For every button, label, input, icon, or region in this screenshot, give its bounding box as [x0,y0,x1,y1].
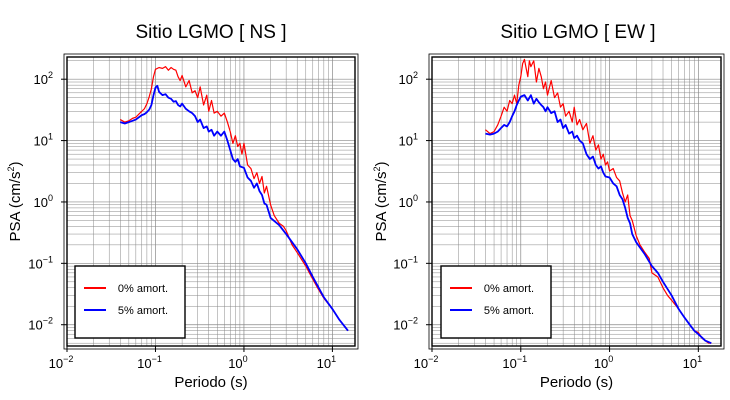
ns-x-tick-label: 101 [317,354,336,371]
ew-x-tick-label: 10−1 [502,354,527,371]
ns-y-tick-label: 102 [34,70,53,87]
ew-legend-box [440,265,552,339]
ew-legend: 0% amort. 5% amort. [440,265,552,339]
ew-y-tick-label: 100 [399,193,418,210]
ew-y-tick-label: 102 [399,70,418,87]
ew-x-tick-label: 101 [683,354,702,371]
panel-ns: 10−2 10−1 100 101 10−2 10−1 100 101 102 Sitio LGM… [6,22,359,391]
ns-y-tick-label: 100 [34,193,53,210]
ew-grid [431,57,721,346]
ns-grid [66,57,355,346]
ew-chart-title: Sitio LGMO [ EW ] [500,22,655,43]
ew-series-amort-5-line [485,94,712,345]
ns-y-axis-label: PSA (cm/s2) [6,161,24,241]
ew-y-axis-label: PSA (cm/s2) [372,161,390,241]
ns-x-axis-label: Periodo (s) [174,374,247,391]
ns-y-tick-label: 10−1 [28,254,53,271]
ns-legend: 0% amort. 5% amort. [74,265,186,339]
ew-x-tick-label: 10−2 [414,354,439,371]
ew-y-tick-label: 10−2 [393,316,418,333]
ns-y-tick-label: 10−2 [28,316,53,333]
panel-ew: 10−2 10−1 100 101 10−2 10−1 100 101 102 Sitio LGM… [372,22,725,391]
ew-y-tick-label: 101 [399,132,418,149]
ns-y-tick-label: 101 [34,132,53,149]
ew-x-axis-label: Periodo (s) [540,374,613,391]
ns-x-tick-label: 10−1 [137,354,162,371]
ns-legend-box [74,265,186,339]
ns-x-tick-label: 100 [228,354,247,371]
ew-legend-label-amort-0: 0% amort. [484,283,534,295]
ew-series-amort-0-line [485,58,712,344]
ns-series-amort-0-line [119,66,349,332]
ns-series-group [119,66,349,332]
ns-chart-title: Sitio LGMO [ NS ] [136,22,287,43]
ew-y-tick-label: 10−1 [393,254,418,271]
ns-series-amort-5-line [120,84,349,332]
ew-x-tick-label: 100 [594,354,613,371]
ns-legend-label-amort-5: 5% amort. [118,305,168,317]
ew-legend-label-amort-5: 5% amort. [484,305,534,317]
ew-series-group [485,58,712,345]
ns-x-tick-label: 10−2 [49,354,74,371]
ns-legend-label-amort-0: 0% amort. [118,283,168,295]
